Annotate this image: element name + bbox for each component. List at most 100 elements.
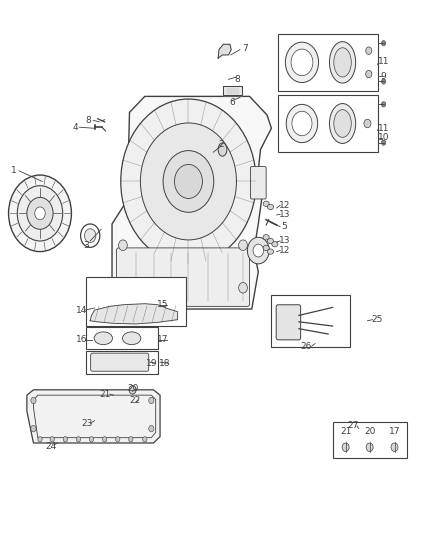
Text: 9: 9 — [381, 71, 386, 80]
Circle shape — [247, 237, 269, 264]
Text: 14: 14 — [76, 305, 87, 314]
Ellipse shape — [263, 245, 269, 251]
Text: 17: 17 — [389, 427, 400, 436]
Text: 2: 2 — [219, 140, 224, 149]
Ellipse shape — [263, 201, 269, 206]
Text: 20: 20 — [364, 427, 375, 436]
Ellipse shape — [94, 332, 113, 345]
Text: 8: 8 — [234, 75, 240, 84]
Ellipse shape — [272, 241, 278, 247]
Circle shape — [163, 151, 214, 212]
Ellipse shape — [268, 204, 274, 209]
Text: 20: 20 — [127, 384, 138, 393]
Circle shape — [102, 437, 107, 442]
Circle shape — [292, 111, 312, 136]
Text: 1: 1 — [11, 166, 17, 175]
Text: 13: 13 — [279, 237, 290, 246]
Circle shape — [121, 99, 256, 264]
Text: 16: 16 — [76, 335, 87, 344]
Circle shape — [116, 437, 120, 442]
Circle shape — [31, 425, 36, 432]
Circle shape — [129, 385, 136, 394]
Circle shape — [381, 102, 386, 107]
Bar — [86, 327, 158, 350]
Circle shape — [364, 119, 371, 128]
Circle shape — [366, 443, 373, 451]
Ellipse shape — [329, 42, 356, 83]
Text: 12: 12 — [279, 246, 290, 255]
Text: 24: 24 — [45, 442, 57, 451]
Circle shape — [381, 79, 386, 84]
Ellipse shape — [268, 238, 274, 244]
Ellipse shape — [334, 110, 351, 138]
Circle shape — [239, 240, 247, 251]
FancyBboxPatch shape — [251, 166, 266, 199]
Circle shape — [119, 282, 127, 293]
Circle shape — [286, 42, 318, 83]
Text: 7: 7 — [242, 44, 248, 53]
Circle shape — [381, 41, 386, 46]
Text: 25: 25 — [371, 315, 383, 324]
Text: 18: 18 — [159, 359, 170, 368]
Circle shape — [38, 437, 42, 442]
Text: 26: 26 — [300, 342, 312, 351]
Circle shape — [342, 443, 349, 451]
Text: 15: 15 — [156, 300, 168, 309]
Circle shape — [239, 282, 247, 293]
Text: 12: 12 — [279, 201, 290, 210]
Text: 8: 8 — [85, 116, 91, 125]
Ellipse shape — [218, 143, 227, 156]
Circle shape — [286, 104, 318, 143]
Circle shape — [119, 240, 127, 251]
Bar — [86, 277, 186, 326]
Ellipse shape — [334, 48, 351, 77]
Circle shape — [17, 185, 63, 241]
Ellipse shape — [329, 103, 356, 143]
Ellipse shape — [268, 249, 274, 254]
Circle shape — [381, 140, 386, 146]
Text: 27: 27 — [348, 422, 359, 431]
Bar — [272, 295, 350, 348]
Circle shape — [174, 165, 202, 198]
Text: 11: 11 — [378, 124, 389, 133]
Circle shape — [366, 70, 372, 78]
FancyBboxPatch shape — [91, 353, 149, 371]
Ellipse shape — [123, 332, 141, 345]
FancyBboxPatch shape — [276, 305, 300, 340]
Text: 13: 13 — [279, 210, 290, 219]
Circle shape — [391, 443, 398, 451]
Ellipse shape — [263, 235, 269, 240]
Circle shape — [85, 229, 96, 243]
Circle shape — [129, 437, 133, 442]
Text: 5: 5 — [282, 222, 287, 231]
Text: 3: 3 — [83, 241, 89, 250]
Circle shape — [63, 437, 67, 442]
Circle shape — [253, 244, 264, 257]
Polygon shape — [27, 390, 160, 443]
Circle shape — [35, 207, 45, 220]
Polygon shape — [227, 88, 238, 93]
Circle shape — [76, 437, 81, 442]
FancyBboxPatch shape — [117, 248, 250, 306]
Bar — [278, 95, 378, 152]
Circle shape — [143, 437, 147, 442]
Text: 21: 21 — [100, 390, 111, 399]
Circle shape — [9, 175, 71, 252]
Bar — [332, 422, 407, 458]
Text: 11: 11 — [378, 58, 389, 66]
Text: 19: 19 — [145, 359, 157, 368]
Polygon shape — [223, 86, 242, 95]
Text: 23: 23 — [81, 419, 93, 428]
Circle shape — [31, 397, 36, 403]
Circle shape — [366, 47, 372, 54]
Polygon shape — [218, 44, 231, 58]
Circle shape — [141, 123, 237, 240]
Text: 10: 10 — [378, 133, 389, 142]
Circle shape — [27, 197, 53, 229]
Circle shape — [50, 437, 54, 442]
Text: 17: 17 — [156, 335, 168, 344]
Polygon shape — [112, 96, 272, 309]
Text: 22: 22 — [130, 396, 141, 405]
Circle shape — [149, 425, 154, 432]
Polygon shape — [90, 304, 177, 324]
